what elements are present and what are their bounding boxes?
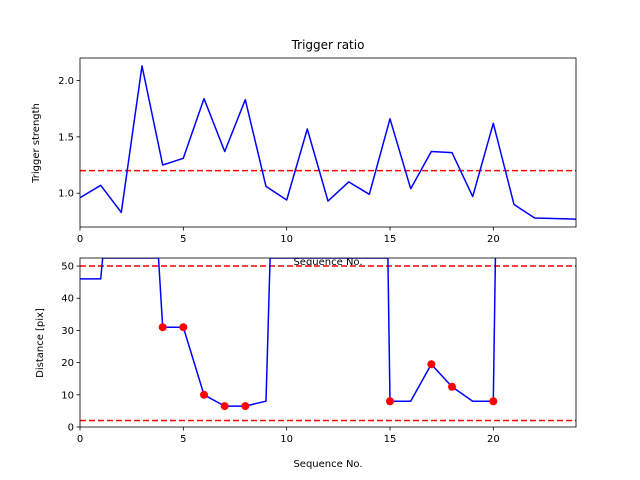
y-tick-label: 0 [68,423,74,434]
x-tick-label: 20 [487,234,500,245]
y-tick-label: 10 [61,390,74,401]
data-point [489,397,498,406]
x-tick-label: 20 [487,434,500,445]
x-tick-label: 15 [384,434,397,445]
y-tick-label: 2.0 [58,76,74,87]
plot-content [80,65,576,220]
axes-frame [79,57,577,228]
data-point [427,360,436,369]
y-tick-label: 1.0 [58,189,74,200]
axes-frame [79,257,577,428]
series-line [80,65,576,220]
y-axis-label: Trigger strength [31,103,42,184]
x-tick-label: 0 [77,234,83,245]
data-point [220,402,229,411]
data-point [158,323,167,332]
y-tick-label: 1.5 [58,132,74,143]
x-axis-label: Sequence No. [293,459,362,470]
distance-chart: 0 5 10 15 20 0 10 20 30 40 50 Sequence No. Distanc… [35,257,577,470]
y-tick-label: 20 [61,358,74,369]
x-tick-label: 10 [280,434,293,445]
x-tick-label: 5 [180,234,186,245]
chart-title: Trigger ratio [291,38,365,52]
data-point [448,382,456,391]
y-tick-label: 30 [61,326,74,337]
x-tick-label: 5 [180,434,186,445]
trigger-ratio-chart: Trigger ratio 0 5 10 15 20 1.0 1.5 2.0 Sequence… [31,38,577,268]
x-tick-label: 0 [77,434,83,445]
data-point [179,323,188,332]
y-tick-label: 40 [61,294,74,305]
y-tick-label: 50 [61,262,74,273]
x-tick-label: 15 [384,234,397,245]
distance-plot-area: 0 5 10 15 20 0 10 20 30 40 50 [61,257,577,445]
y-axis-label: Distance [pix] [35,308,46,378]
data-point [386,397,394,406]
x-axis-label: Sequence No. [293,257,362,268]
x-tick-label: 10 [280,234,293,245]
plot-content [80,258,576,422]
data-point [200,390,208,399]
data-point [241,402,250,411]
trigger-ratio-plot-area: 0 5 10 15 20 1.0 1.5 2.0 [58,57,577,245]
